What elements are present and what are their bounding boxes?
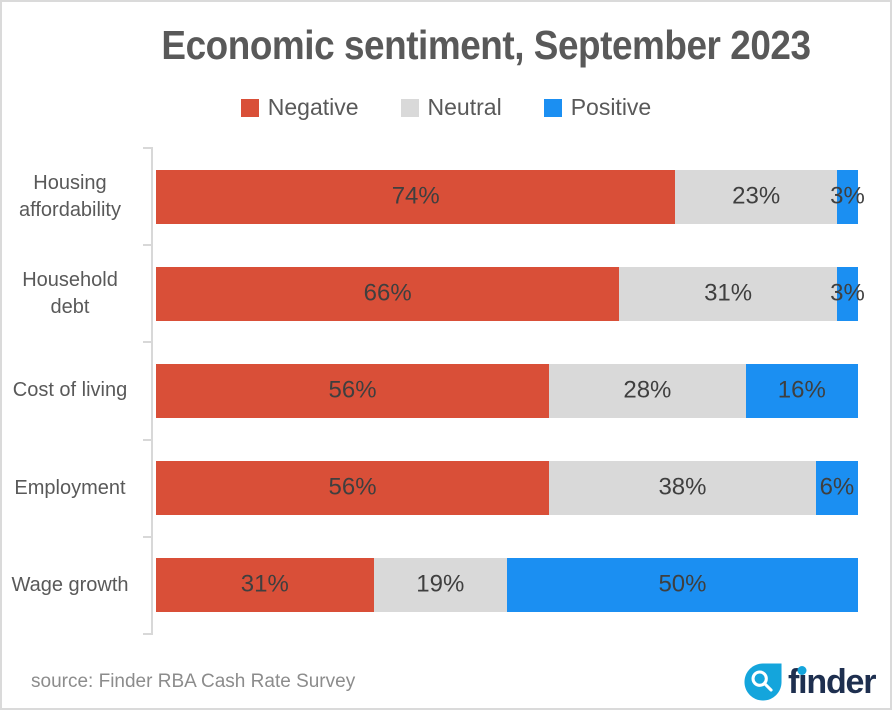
legend-item-positive: Positive bbox=[543, 94, 652, 121]
bar-segment-negative-housing-affordability: 74% bbox=[156, 170, 676, 224]
axis-tick bbox=[143, 244, 151, 246]
magnifying-glass-drop-icon bbox=[744, 663, 782, 701]
category-axis-line bbox=[151, 147, 153, 635]
data-label-neutral-cost-of-living: 28% bbox=[623, 376, 672, 404]
bar-row-housing-affordability: 74% 23% 3% bbox=[156, 170, 865, 224]
bar-segment-negative-employment: 56% bbox=[156, 461, 550, 515]
data-label-neutral-housing-affordability: 23% bbox=[732, 182, 781, 210]
bar-row-household-debt: 66% 31% 3% bbox=[156, 267, 865, 321]
category-label-housing-affordability: Housing affordability bbox=[4, 148, 136, 245]
legend-label-neutral: Neutral bbox=[427, 94, 502, 120]
axis-tick bbox=[143, 536, 151, 538]
legend: Negative Neutral Positive bbox=[0, 94, 892, 121]
category-label-text: Housing affordability bbox=[19, 171, 121, 221]
logo-letter-i: i bbox=[797, 663, 808, 701]
bar-segment-positive-housing-affordability: 3% bbox=[830, 170, 865, 224]
data-label-positive-housing-affordability: 3% bbox=[830, 182, 865, 210]
category-label-wage-growth: Wage growth bbox=[4, 537, 136, 634]
category-label-text: Employment bbox=[14, 477, 126, 499]
bar-segment-negative-cost-of-living: 56% bbox=[156, 364, 550, 418]
data-label-neutral-household-debt: 31% bbox=[704, 279, 753, 307]
data-label-negative-employment: 56% bbox=[328, 473, 377, 501]
bar-segment-positive-employment: 6% bbox=[815, 461, 858, 515]
logo-i-dot bbox=[797, 666, 807, 675]
bar-segment-negative-household-debt: 66% bbox=[156, 267, 620, 321]
data-label-negative-household-debt: 66% bbox=[363, 279, 412, 307]
data-label-negative-cost-of-living: 56% bbox=[328, 376, 377, 404]
bar-segment-neutral-cost-of-living: 28% bbox=[549, 364, 746, 418]
bar-row-cost-of-living: 56% 28% 16% bbox=[156, 364, 858, 418]
axis-tick bbox=[143, 439, 151, 441]
category-label-text: Wage growth bbox=[11, 574, 129, 596]
bar-segment-neutral-housing-affordability: 23% bbox=[675, 170, 837, 224]
legend-item-negative: Negative bbox=[240, 94, 359, 121]
data-label-positive-cost-of-living: 16% bbox=[777, 376, 826, 404]
finder-wordmark: fi nder bbox=[788, 663, 877, 701]
data-label-positive-wage-growth: 50% bbox=[658, 570, 707, 598]
bar-segment-neutral-employment: 38% bbox=[549, 461, 816, 515]
category-label-text: Household debt bbox=[22, 268, 118, 318]
bar-segment-positive-cost-of-living: 16% bbox=[745, 364, 858, 418]
bar-row-wage-growth: 31% 19% 50% bbox=[156, 558, 858, 612]
bar-segment-negative-wage-growth: 31% bbox=[156, 558, 374, 612]
data-label-negative-housing-affordability: 74% bbox=[391, 182, 440, 210]
legend-label-negative: Negative bbox=[267, 94, 359, 120]
legend-swatch-neutral bbox=[400, 98, 419, 117]
legend-item-neutral: Neutral bbox=[400, 94, 502, 121]
legend-swatch-positive bbox=[543, 98, 562, 117]
legend-label-positive: Positive bbox=[570, 94, 652, 120]
data-label-negative-wage-growth: 31% bbox=[240, 570, 289, 598]
bar-segment-positive-household-debt: 3% bbox=[830, 267, 865, 321]
finder-logo: fi nder bbox=[744, 663, 877, 701]
bar-segment-neutral-wage-growth: 19% bbox=[373, 558, 507, 612]
chart-title: Economic sentiment, September 2023 bbox=[161, 22, 811, 68]
category-label-household-debt: Household debt bbox=[4, 245, 136, 342]
data-label-neutral-employment: 38% bbox=[658, 473, 707, 501]
axis-tick bbox=[143, 341, 151, 343]
data-label-neutral-wage-growth: 19% bbox=[416, 570, 465, 598]
axis-tick bbox=[143, 633, 151, 635]
bar-row-employment: 56% 38% 6% bbox=[156, 461, 858, 515]
bar-segment-positive-wage-growth: 50% bbox=[506, 558, 858, 612]
category-label-text: Cost of living bbox=[12, 379, 128, 401]
legend-swatch-negative bbox=[240, 98, 259, 117]
data-label-positive-household-debt: 3% bbox=[830, 279, 865, 307]
category-label-cost-of-living: Cost of living bbox=[4, 342, 136, 439]
axis-tick bbox=[143, 147, 151, 149]
source-note: source: Finder RBA Cash Rate Survey bbox=[31, 671, 356, 692]
category-label-employment: Employment bbox=[4, 440, 136, 537]
bar-segment-neutral-household-debt: 31% bbox=[619, 267, 837, 321]
data-label-positive-employment: 6% bbox=[819, 473, 855, 501]
